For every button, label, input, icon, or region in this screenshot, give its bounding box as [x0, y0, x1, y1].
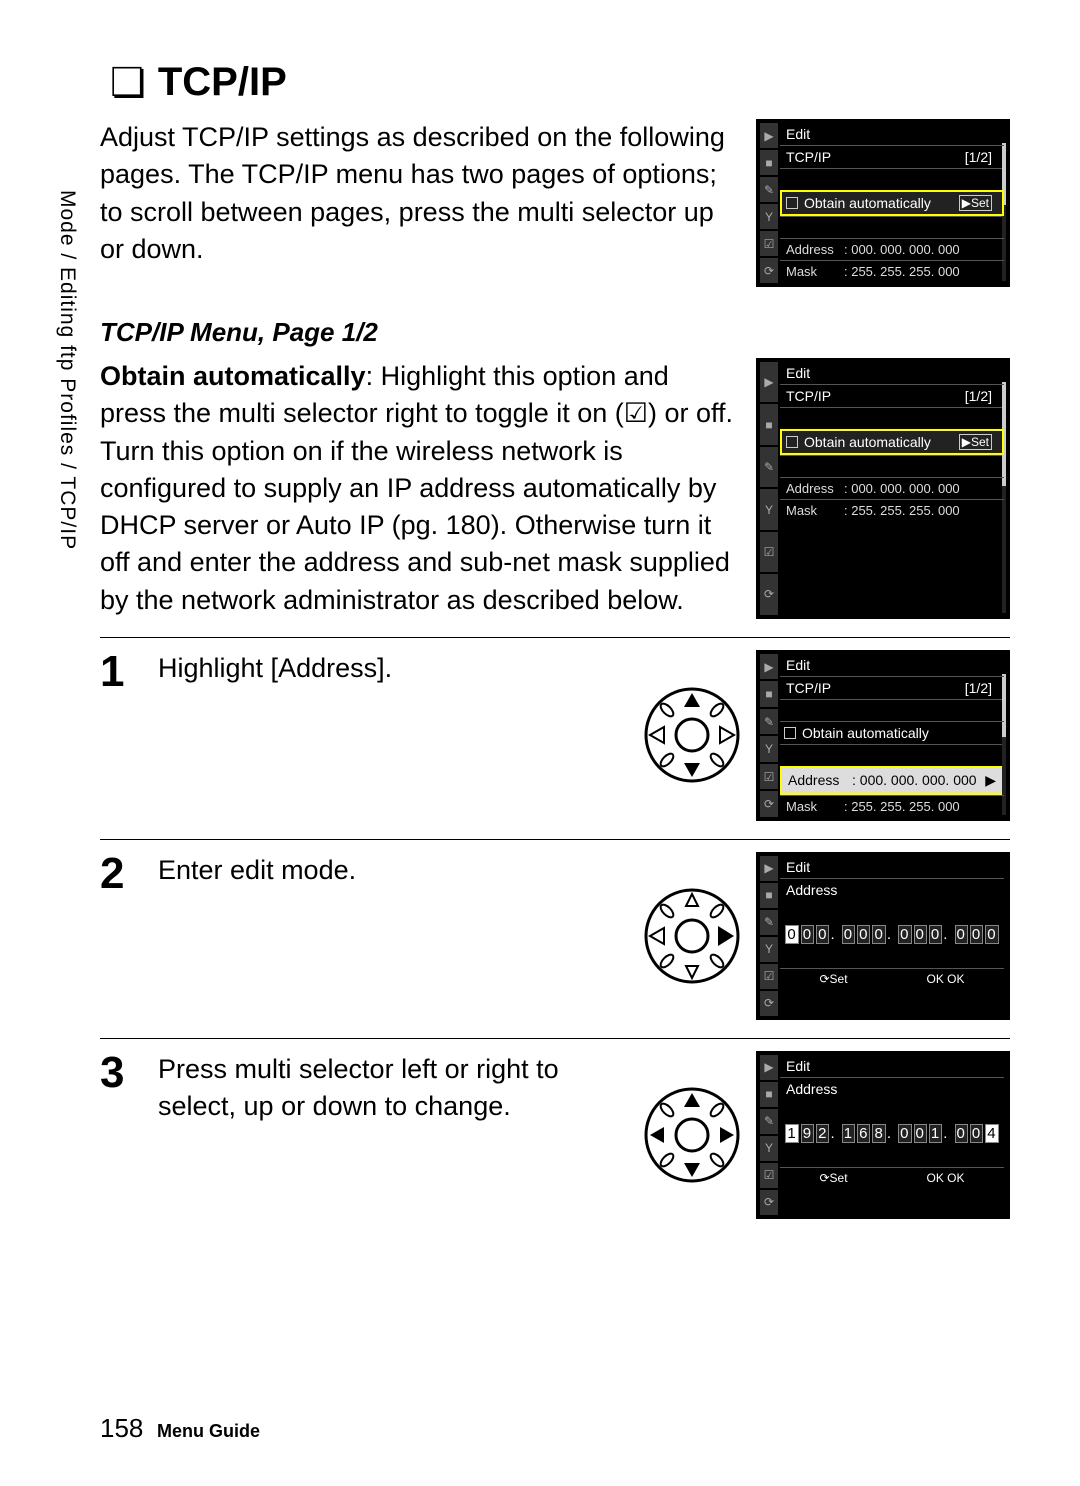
lcd3-address-val: : 000. 000. 000. 000 [852, 772, 977, 788]
sub-title: TCP/IP Menu, Page 1/2 [100, 317, 1010, 348]
lcd3-obtain: Obtain automatically [802, 725, 929, 741]
lcd3-page: [1/2] [965, 680, 992, 696]
lcd3-address-lbl: Address [788, 772, 846, 788]
lcd3-edit: Edit [780, 654, 1004, 676]
multi-selector-icon-1 [642, 685, 742, 785]
lcd1-address-lbl: Address [786, 242, 844, 257]
lcd2-obtain-row: Obtain automatically ▶Set [780, 429, 1004, 455]
lcd1-address-val: : 000. 000. 000. 000 [844, 242, 960, 257]
lcd-screenshot-3: ▶■✎Y☑⟳ Edit TCP/IP[1/2] Obtain automatic… [756, 650, 1010, 821]
lcd5-ok: OK OK [927, 1171, 965, 1185]
lcd2-obtain: Obtain automatically [804, 434, 931, 450]
lcd3-obtain-row: Obtain automatically [780, 721, 1004, 744]
lcd3-address-row: Address : 000. 000. 000. 000 ▶ [780, 766, 1004, 795]
body-rest: : Highlight this option and press the mu… [100, 361, 733, 615]
lcd-screenshot-5: ▶■✎Y☑⟳ Edit Address 192. 168. 001. 004 ⟳… [756, 1051, 1010, 1219]
lcd2-address-val: : 000. 000. 000. 000 [844, 481, 960, 496]
page-title-row: ❏ TCP/IP [110, 60, 1010, 105]
lcd1-edit: Edit [780, 123, 1004, 145]
lcd1-set: ▶Set [959, 195, 992, 211]
lcd2-set: ▶Set [959, 434, 992, 450]
page-footer: 158 Menu Guide [100, 1413, 260, 1444]
lcd5-edit: Edit [780, 1055, 1004, 1077]
body-text: Obtain automatically: Highlight this opt… [100, 358, 738, 619]
lcd2-mask-lbl: Mask [786, 503, 844, 518]
step1-text: Highlight [Address]. [158, 650, 630, 821]
lcd1-obtain: Obtain automatically [804, 195, 931, 211]
lcd3-tcpip: TCP/IP [786, 680, 831, 696]
lcd1-page: [1/2] [965, 149, 992, 165]
lcd4-ip: 000. 000. 000. 000 [780, 901, 1004, 968]
lcd4-edit: Edit [780, 856, 1004, 878]
lcd1-obtain-row: Obtain automatically ▶Set [780, 190, 1004, 216]
intro-text: Adjust TCP/IP settings as described on t… [100, 119, 738, 268]
page-title: TCP/IP [158, 60, 287, 105]
lcd3-arrow: ▶ [985, 772, 996, 789]
step2-text: Enter edit mode. [158, 852, 630, 1020]
lcd1-tcpip: TCP/IP [786, 149, 831, 165]
lcd3-mask-val: : 255. 255. 255. 000 [844, 799, 960, 814]
step3-num: 3 [100, 1051, 140, 1095]
lcd-screenshot-2: ▶■✎Y☑⟳ Edit TCP/IP[1/2] Obtain automatic… [756, 358, 1010, 619]
breadcrumb-vertical: Mode / Editing ftp Profiles / TCP/IP [55, 190, 79, 550]
lcd5-ip: 192. 168. 001. 004 [780, 1100, 1004, 1167]
title-icon: ❏ [110, 63, 146, 103]
lcd5-set: ⟳Set [819, 1171, 847, 1185]
footer-label: Menu Guide [157, 1421, 260, 1441]
page-number: 158 [100, 1413, 143, 1443]
body-bold: Obtain automatically [100, 361, 366, 391]
lcd2-edit: Edit [780, 362, 1004, 384]
lcd5-addr: Address [786, 1081, 837, 1097]
step2-num: 2 [100, 852, 140, 896]
lcd2-mask-val: : 255. 255. 255. 000 [844, 503, 960, 518]
lcd2-tcpip: TCP/IP [786, 388, 831, 404]
lcd1-mask-lbl: Mask [786, 264, 844, 279]
step1-num: 1 [100, 650, 140, 694]
multi-selector-icon-2 [642, 886, 742, 986]
lcd3-mask-lbl: Mask [786, 799, 844, 814]
lcd-screenshot-4: ▶■✎Y☑⟳ Edit Address 000. 000. 000. 000 ⟳… [756, 852, 1010, 1020]
step3-text: Press multi selector left or right to se… [158, 1051, 630, 1219]
multi-selector-icon-3 [642, 1085, 742, 1185]
lcd-screenshot-1: ▶■✎Y☑⟳ Edit TCP/IP[1/2] Obtain automatic… [756, 119, 1010, 287]
lcd1-mask-val: : 255. 255. 255. 000 [844, 264, 960, 279]
lcd4-addr: Address [786, 882, 837, 898]
lcd2-page: [1/2] [965, 388, 992, 404]
lcd4-set: ⟳Set [819, 972, 847, 986]
lcd4-ok: OK OK [927, 972, 965, 986]
lcd2-address-lbl: Address [786, 481, 844, 496]
